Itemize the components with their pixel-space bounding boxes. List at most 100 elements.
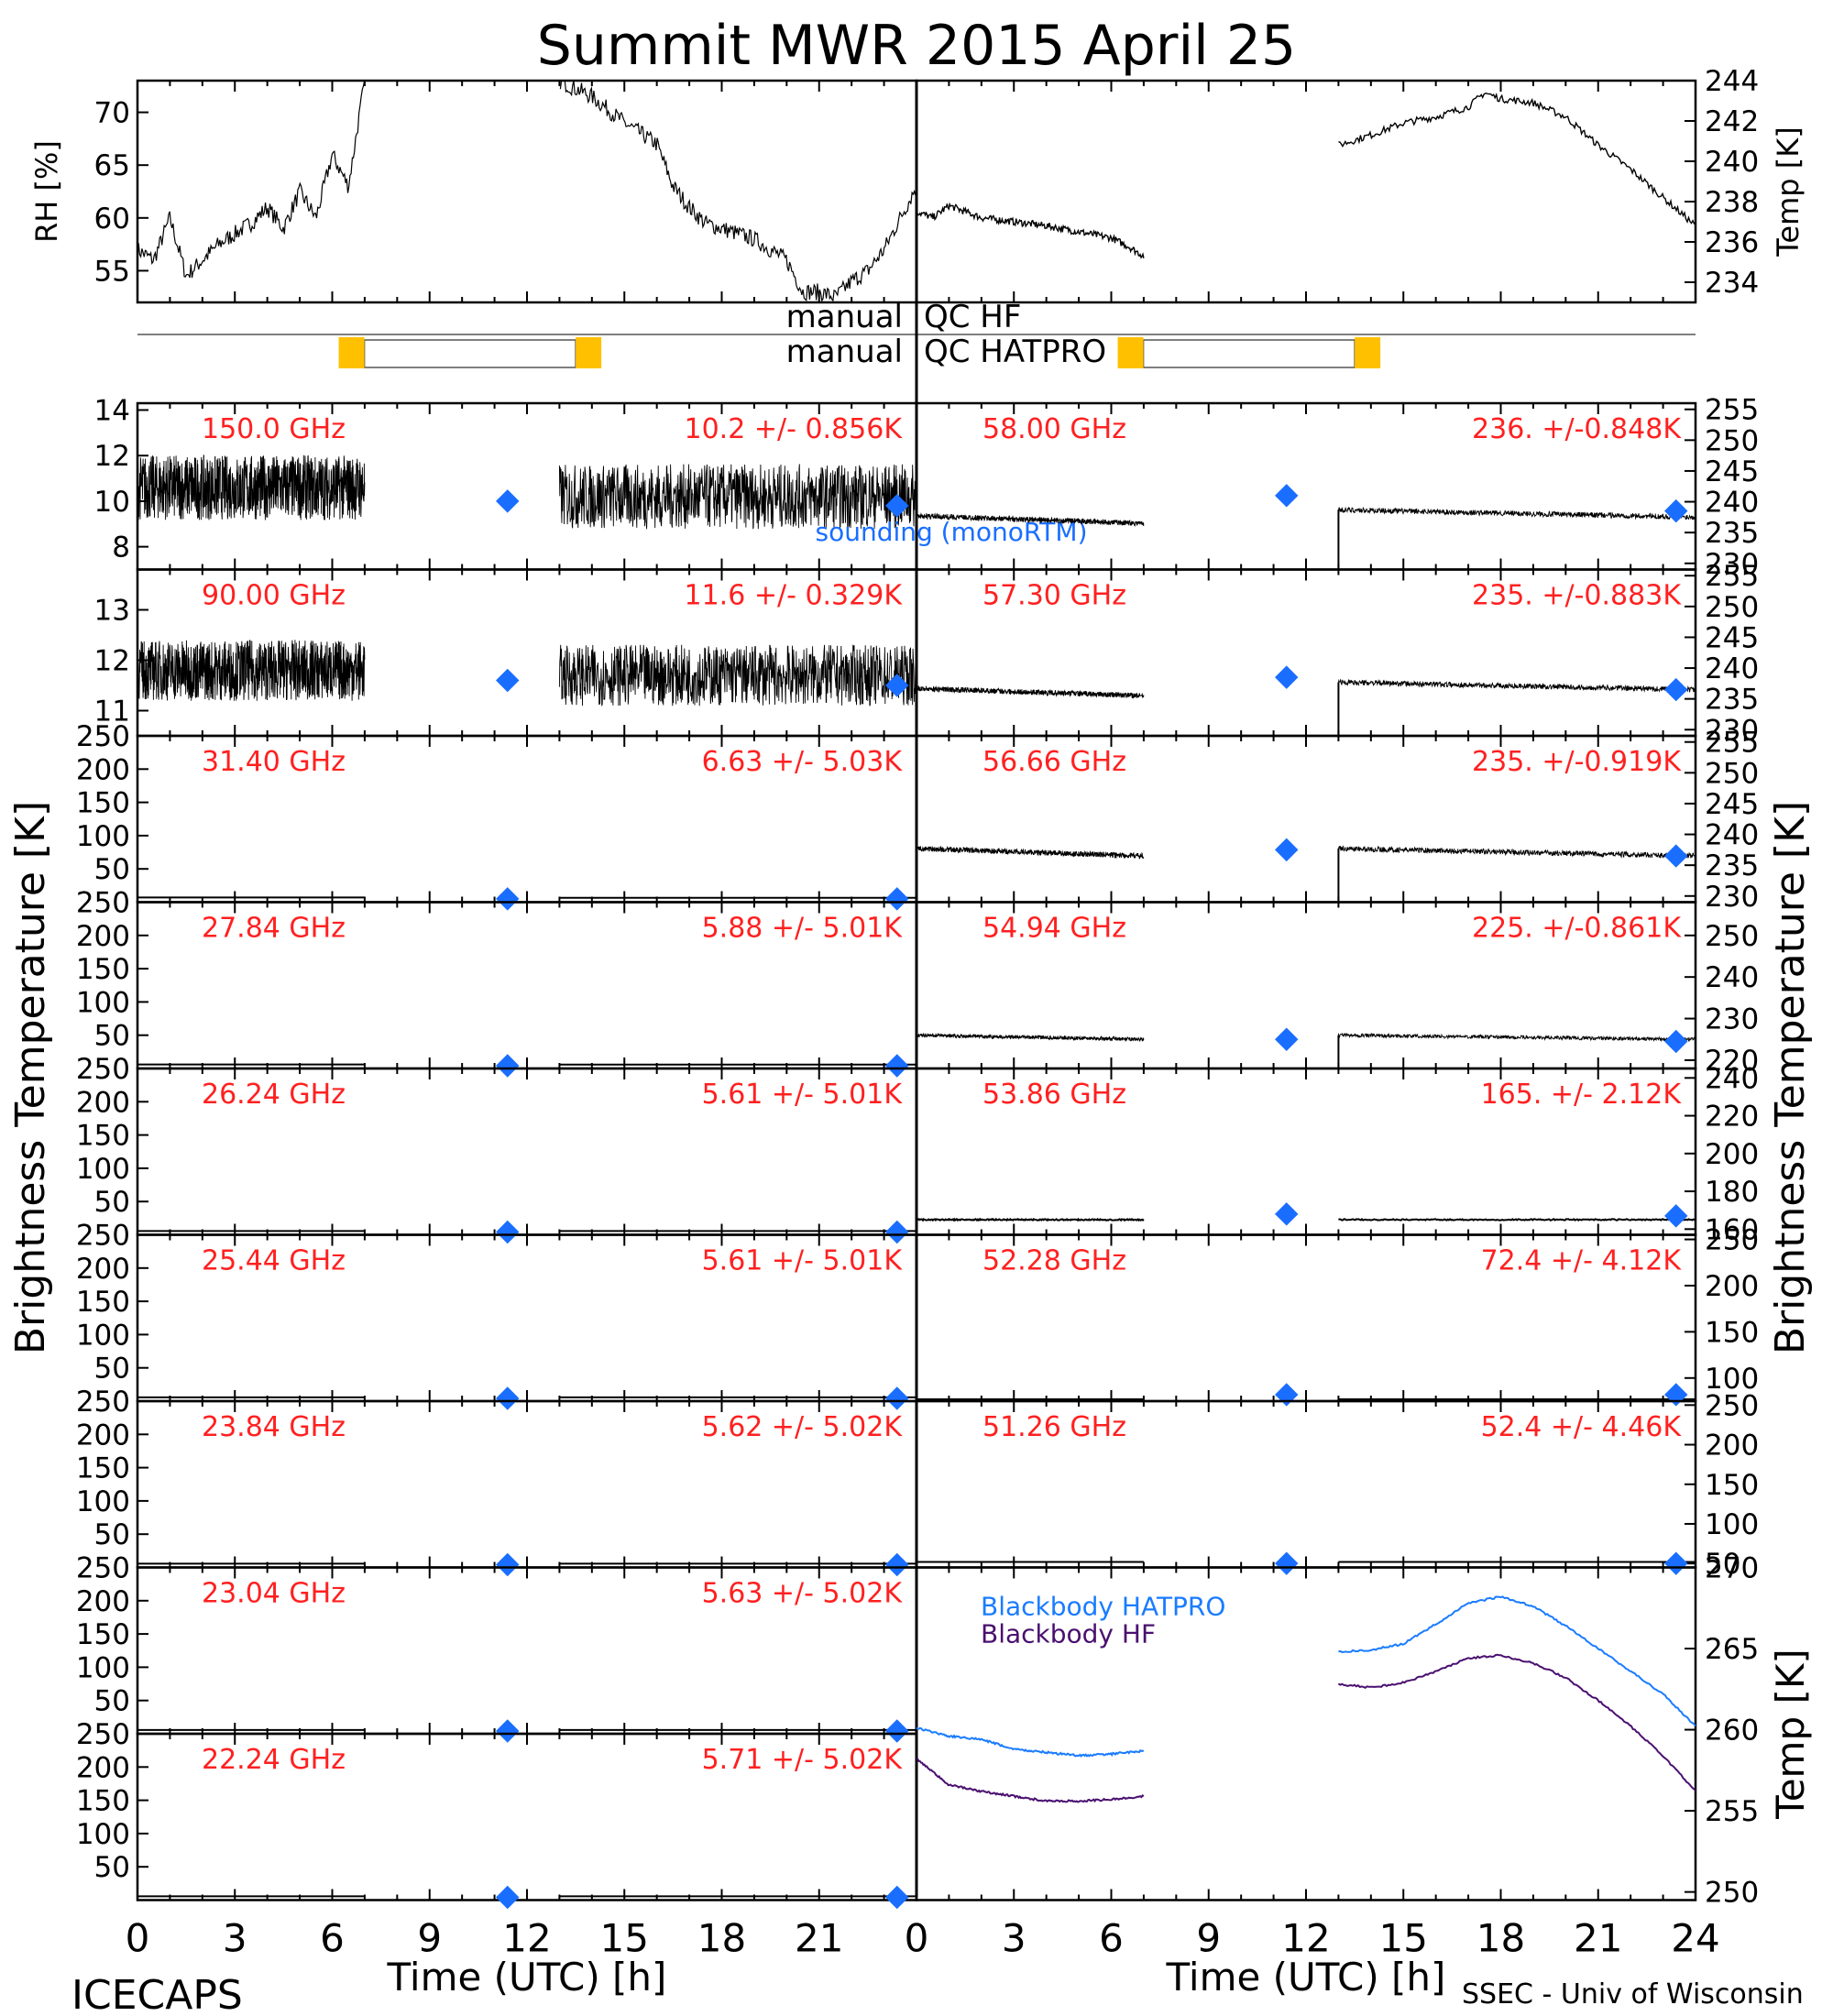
left-panel-8-freq-label: 22.24 GHz [202,1744,346,1776]
right-panel-4-stats-label: 165. +/- 2.12K [1481,1079,1683,1111]
left-panel-6-freq-label: 23.84 GHz [202,1411,346,1443]
left-panel-1-series-line [558,644,917,707]
right-panel-4-sounding-point [1275,1202,1299,1226]
right-panel-2-freq-label: 56.66 GHz [982,746,1126,778]
right-panel-3-axis-ytick-label: 230 [1705,1003,1759,1036]
left-panel-8-axis-ytick-label: 250 [76,1718,130,1751]
left-xtick-label: 0 [126,1916,150,1961]
left-panel-0-sounding-point [496,489,520,513]
left-panel-6-axis-ytick-label: 250 [76,1386,130,1419]
left-panel-3-freq-label: 27.84 GHz [202,913,346,945]
right-panel-5-axis-ytick-label: 100 [1705,1363,1759,1396]
left-panel-3-sounding-point [496,1054,520,1078]
left-panel-5-stats-label: 5.61 +/- 5.01K [702,1245,904,1277]
left-panel-8-axis-ytick-label: 150 [76,1785,130,1818]
left-xtick-label: 15 [600,1916,649,1961]
left-panel-3-axis-ytick-label: 250 [76,887,130,920]
left-xtick-label: 18 [697,1916,746,1961]
left-panel-2-axis-ytick-label: 50 [94,853,130,886]
right-panel-2-sounding-point [1664,844,1688,868]
right-panel-2-axis-ytick-label: 235 [1705,849,1759,882]
left-panel-0-axis-ytick-label: 14 [94,394,130,427]
right-panel-0-axis-ytick-label: 250 [1705,424,1759,457]
left-panel-5-axis-ytick-label: 150 [76,1286,130,1319]
left-panel-7-stats-label: 5.63 +/- 5.02K [702,1578,904,1610]
blackbody-legend-0: Blackbody HATPRO [981,1592,1225,1622]
left-panel-6-axis-ytick-label: 150 [76,1452,130,1485]
temp-axis-ytick-label: 238 [1705,186,1759,219]
right-panel-1-series-line [1337,678,1696,693]
left-panel-6-axis-ytick-label: 50 [94,1518,130,1551]
right-yaxis-title: Brightness Temperature [K] [1767,801,1814,1354]
right-panel-0-series-line [1337,506,1696,520]
left-panel-6-axis-ytick-label: 100 [76,1485,130,1518]
rh-panel-frame [136,79,918,304]
right-xtick-label: 0 [905,1916,929,1961]
right-panel-6-stats-label: 52.4 +/- 4.46K [1481,1411,1683,1443]
rh-axis-ytick-label: 55 [94,255,130,288]
right-panel-4-axis-ytick-label: 160 [1705,1213,1759,1246]
left-panel-7-axis-ytick-label: 100 [76,1651,130,1684]
qc-hatpro-bar [363,339,576,368]
right-panel-5-sounding-point [1664,1383,1688,1407]
qc-hf-label-right: QC HF [924,299,1021,335]
temp-axis-ytick-label: 236 [1705,226,1759,259]
left-panel-1-stats-label: 11.6 +/- 0.329K [685,580,904,612]
left-panel-7-axis-ytick-label: 50 [94,1685,130,1718]
right-panel-3-series-line [1337,1032,1696,1043]
rh-axis-ytick-label: 70 [94,97,130,130]
left-panel-1-axis-ytick-label: 12 [94,645,130,678]
right-panel-1-stats-label: 235. +/-0.883K [1472,580,1682,612]
left-panel-1-sounding-point [496,668,520,693]
left-panel-1-freq-label: 90.00 GHz [202,580,346,612]
right-panel-6-sounding-point [1275,1551,1299,1575]
right-panel-1-series-line [916,685,1145,699]
left-panel-2-axis-ytick-label: 250 [76,720,130,753]
left-panel-5-axis-ytick-label: 50 [94,1353,130,1386]
left-panel-7-sounding-point [885,1719,909,1743]
right-xtick-label: 24 [1671,1916,1719,1961]
right-panel-3-axis-ytick-label: 240 [1705,961,1759,994]
left-panel-5-axis-ytick-label: 200 [76,1253,130,1286]
right-panel-3-sounding-point [1664,1029,1688,1054]
left-panel-4-sounding-point [496,1220,520,1244]
blackbody-series-line-1 [916,1758,1145,1803]
left-panel-5-axis-ytick-label: 100 [76,1319,130,1352]
left-panel-5-sounding-point [885,1386,909,1410]
right-panel-6-freq-label: 51.26 GHz [982,1411,1126,1443]
figure-title: Summit MWR 2015 April 25 [537,14,1296,78]
temp-axis-label: Temp [K] [1771,126,1806,257]
left-panel-2-sounding-point [496,887,520,911]
left-xtick-label: 6 [320,1916,345,1961]
left-panel-3-axis-ytick-label: 200 [76,920,130,953]
right-xtick-label: 21 [1574,1916,1622,1961]
rh-axis-label: RH [%] [29,140,64,243]
right-panel-1-sounding-point [1275,665,1299,689]
left-panel-0-sounding-point [885,494,909,518]
right-panel-2-series-line [916,845,1145,860]
left-xtick-label: 3 [223,1916,247,1961]
left-panel-7-sounding-point [496,1719,520,1743]
left-panel-3-stats-label: 5.88 +/- 5.01K [702,913,904,945]
right-panel-2-axis-ytick-label: 230 [1705,881,1759,914]
left-panel-1-axis-ytick-label: 11 [94,696,130,729]
blackbody-series-line-0 [1338,1595,1696,1727]
right-panel-4-axis-ytick-label: 240 [1705,1062,1759,1095]
right-panel-5-axis-ytick-label: 200 [1705,1270,1759,1303]
right-panel-6-axis-ytick-label: 200 [1705,1430,1759,1463]
right-panel-2-axis-ytick-label: 250 [1705,757,1759,790]
right-panel-5-stats-label: 72.4 +/- 4.12K [1481,1245,1683,1277]
right-xtick-label: 9 [1196,1916,1221,1961]
left-panel-2-stats-label: 6.63 +/- 5.03K [702,746,904,778]
right-panel-3-freq-label: 54.94 GHz [982,913,1126,945]
left-panel-6-sounding-point [496,1552,520,1577]
left-panel-0-axis-ytick-label: 8 [112,531,130,564]
right-panel-6-axis-ytick-label: 150 [1705,1469,1759,1502]
right-panel-1-axis-ytick-label: 235 [1705,684,1759,717]
right-panel-4-freq-label: 53.86 GHz [982,1079,1126,1111]
right-panel-3-stats-label: 225. +/-0.861K [1472,913,1682,945]
temp-panel-frame [915,79,1697,304]
qc-flag-marker [576,337,602,368]
right-xtick-label: 15 [1379,1916,1428,1961]
